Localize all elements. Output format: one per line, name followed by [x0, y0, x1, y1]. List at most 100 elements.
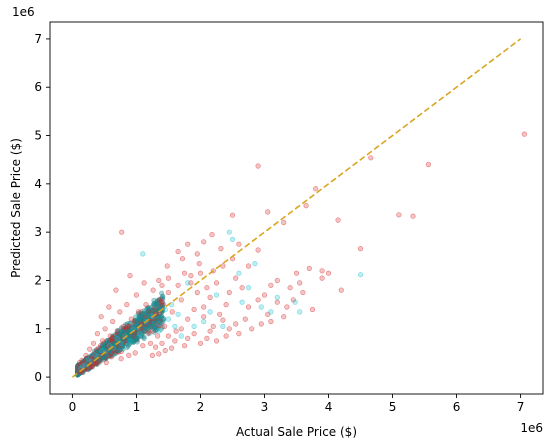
dense-scatter-point [138, 316, 144, 322]
dense-scatter-point [108, 339, 114, 345]
scatter-point-red [274, 299, 280, 305]
scatter-point-teal [185, 280, 191, 286]
dense-scatter-point [126, 328, 132, 334]
dense-scatter-point [151, 301, 157, 307]
dense-scatter-point [148, 323, 155, 329]
scatter-points [76, 131, 528, 374]
dense-scatter-point [146, 327, 152, 333]
dense-scatter-point [126, 323, 132, 329]
scatter-point-red [153, 344, 159, 350]
scatter-point-red [261, 292, 268, 298]
scatter-point-red [169, 345, 175, 351]
scatter-point-red [133, 292, 139, 298]
scatter-point-red [236, 241, 242, 247]
dense-scatter-point [102, 344, 108, 350]
dense-scatter-point [128, 323, 134, 329]
scatter-point-teal [201, 318, 207, 325]
dense-scatter-point [142, 328, 148, 334]
dense-scatter-point [152, 317, 159, 323]
scatter-point-red [119, 229, 125, 235]
scatter-point-red [94, 331, 100, 337]
dense-scatter-point [132, 320, 138, 326]
scatter-point-red [223, 333, 229, 339]
scatter-point-red [106, 304, 112, 310]
dense-scatter-point [102, 354, 109, 361]
dense-scatter-point [159, 290, 165, 296]
dense-scatter-point [108, 351, 114, 357]
dense-scatter-point [144, 307, 150, 313]
scatter-point-red [149, 352, 155, 359]
dense-scatter-point [149, 324, 155, 330]
scatter-point-red [201, 239, 207, 245]
dense-scatter-point [116, 349, 122, 355]
dense-scatter-point [127, 326, 134, 332]
dense-scatter-point [154, 307, 160, 313]
scatter-point-teal [357, 272, 364, 278]
dense-scatter-point [151, 324, 157, 330]
dense-scatter-point [135, 319, 141, 325]
scatter-point-red [124, 302, 130, 308]
scatter-point-red [179, 256, 186, 262]
dense-scatter-point [116, 348, 122, 354]
dense-scatter-point [111, 340, 117, 346]
scatter-point-teal [114, 335, 120, 342]
dense-scatter-point [109, 339, 115, 345]
dense-scatter-point [107, 337, 113, 343]
dense-scatter-point [119, 343, 126, 349]
scatter-point-red [255, 297, 261, 303]
scatter-point-red [338, 287, 344, 293]
dense-scatter-point [108, 337, 114, 343]
dense-scatter-point [117, 334, 123, 340]
x-tick-label: 6 [453, 400, 461, 414]
x-tick-label: 5 [389, 400, 397, 414]
scatter-point-red [207, 294, 213, 301]
scatter-point-red [274, 277, 280, 284]
dense-scatter-point [99, 342, 105, 348]
dense-scatter-point [141, 313, 147, 320]
dense-scatter-point [135, 321, 141, 327]
dense-scatter-point [134, 329, 140, 335]
dense-scatter-point [147, 321, 154, 327]
scatter-point-teal [236, 270, 242, 276]
dense-scatter-point [123, 325, 129, 331]
dense-scatter-point [149, 308, 155, 314]
dense-scatter-point [135, 320, 141, 326]
scatter-point-red [185, 335, 191, 342]
scatter-point-red [108, 354, 115, 360]
scatter-point-red [178, 297, 184, 303]
dense-scatter-point [133, 321, 139, 327]
dense-scatter-point [147, 324, 154, 330]
dense-scatter-point [137, 318, 143, 325]
scatter-point-red [185, 316, 191, 322]
dense-scatter-point [150, 325, 156, 331]
dense-scatter-point [136, 318, 142, 324]
scatter-point-red [281, 314, 287, 320]
dense-scatter-point [154, 301, 160, 307]
scatter-point-red [165, 275, 171, 281]
dense-scatter-point [143, 323, 149, 329]
scatter-point-teal [191, 323, 197, 330]
dense-scatter-point [115, 331, 121, 337]
scatter-point-red [191, 306, 197, 313]
scatter-point-red [325, 270, 332, 276]
scatter-point-red [117, 309, 123, 315]
scatter-point-red [126, 352, 132, 359]
dense-scatter-point [102, 355, 109, 361]
scatter-point-red [368, 155, 374, 161]
y-tick-label: 4 [34, 177, 42, 191]
dense-scatter-point [113, 335, 119, 341]
dense-scatter-point [146, 309, 152, 315]
scatter-point-teal [99, 347, 105, 354]
scatter-point-red [185, 241, 191, 247]
dense-scatter-point [134, 336, 140, 342]
scatter-point-teal [297, 309, 303, 315]
scatter-point-teal [258, 304, 264, 310]
dense-scatter-point [146, 329, 152, 335]
scatter-point-red [181, 343, 188, 349]
scatter-point-red [245, 263, 252, 269]
dense-scatter-point [146, 309, 152, 315]
scatter-point-red [357, 246, 364, 252]
scatter-point-red [281, 219, 287, 226]
dense-scatter-point [132, 320, 138, 326]
scatter-point-red [120, 323, 127, 330]
